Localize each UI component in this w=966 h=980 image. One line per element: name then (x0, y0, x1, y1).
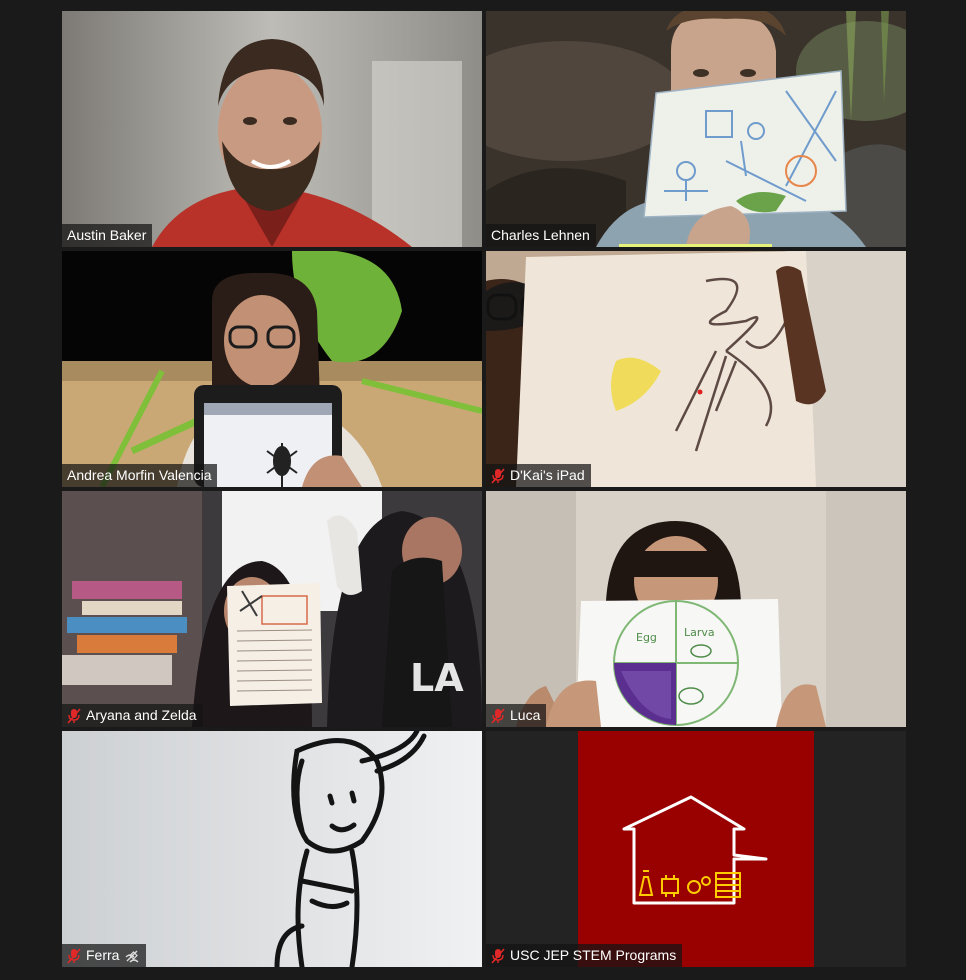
muted-mic-icon (491, 707, 505, 724)
participant-name: USC JEP STEM Programs (510, 947, 677, 963)
participant-name: D'Kai's iPad (510, 467, 585, 483)
shirt-logo: LA (410, 656, 464, 700)
video-feed: LA (62, 491, 482, 727)
jep-house-logo (622, 795, 768, 905)
video-tile-usc-jep-stem-programs[interactable]: USC JEP STEM Programs (486, 731, 906, 967)
video-tile-andrea-morfin-valencia[interactable]: Andrea Morfin Valencia (62, 251, 482, 487)
drawing-label-egg: Egg (636, 631, 657, 644)
participant-nameplate: Ferra (62, 944, 147, 967)
drawing-label-larva: Larva (684, 626, 715, 639)
video-tile-dkais-ipad[interactable]: D'Kai's iPad (486, 251, 906, 487)
participant-nameplate: Luca (486, 704, 547, 727)
participant-nameplate: Andrea Morfin Valencia (62, 464, 218, 487)
video-tile-luca[interactable]: Egg Larva Luca (486, 491, 906, 727)
participant-nameplate: Charles Lehnen (486, 224, 596, 247)
video-feed (62, 731, 482, 967)
video-feed (486, 11, 906, 247)
muted-mic-icon (67, 947, 81, 964)
participant-nameplate: Aryana and Zelda (62, 704, 203, 727)
video-feed (62, 251, 482, 487)
speaking-indicator (619, 244, 772, 247)
muted-mic-icon (491, 467, 505, 484)
participant-name: Luca (510, 707, 541, 723)
participant-nameplate: Austin Baker (62, 224, 153, 247)
muted-mic-icon (491, 947, 505, 964)
participant-name: Andrea Morfin Valencia (67, 467, 212, 483)
participant-name: Aryana and Zelda (86, 707, 197, 723)
muted-mic-icon (67, 707, 81, 724)
participant-name: Ferra (86, 947, 120, 963)
video-tile-aryana-and-zelda[interactable]: LA Aryana and Zelda (62, 491, 482, 727)
participant-nameplate: USC JEP STEM Programs (486, 944, 683, 967)
video-feed (486, 251, 906, 487)
participant-name: Charles Lehnen (491, 227, 590, 243)
video-feed (62, 11, 482, 247)
video-tile-charles-lehnen[interactable]: Charles Lehnen (486, 11, 906, 247)
video-feed: Egg Larva (486, 491, 906, 727)
video-tile-ferra[interactable]: Ferra (62, 731, 482, 967)
participant-nameplate: D'Kai's iPad (486, 464, 591, 487)
video-tile-austin-baker[interactable]: Austin Baker (62, 11, 482, 247)
connection-unstable-icon (125, 950, 139, 963)
video-feed (486, 731, 906, 967)
participant-name: Austin Baker (67, 227, 147, 243)
